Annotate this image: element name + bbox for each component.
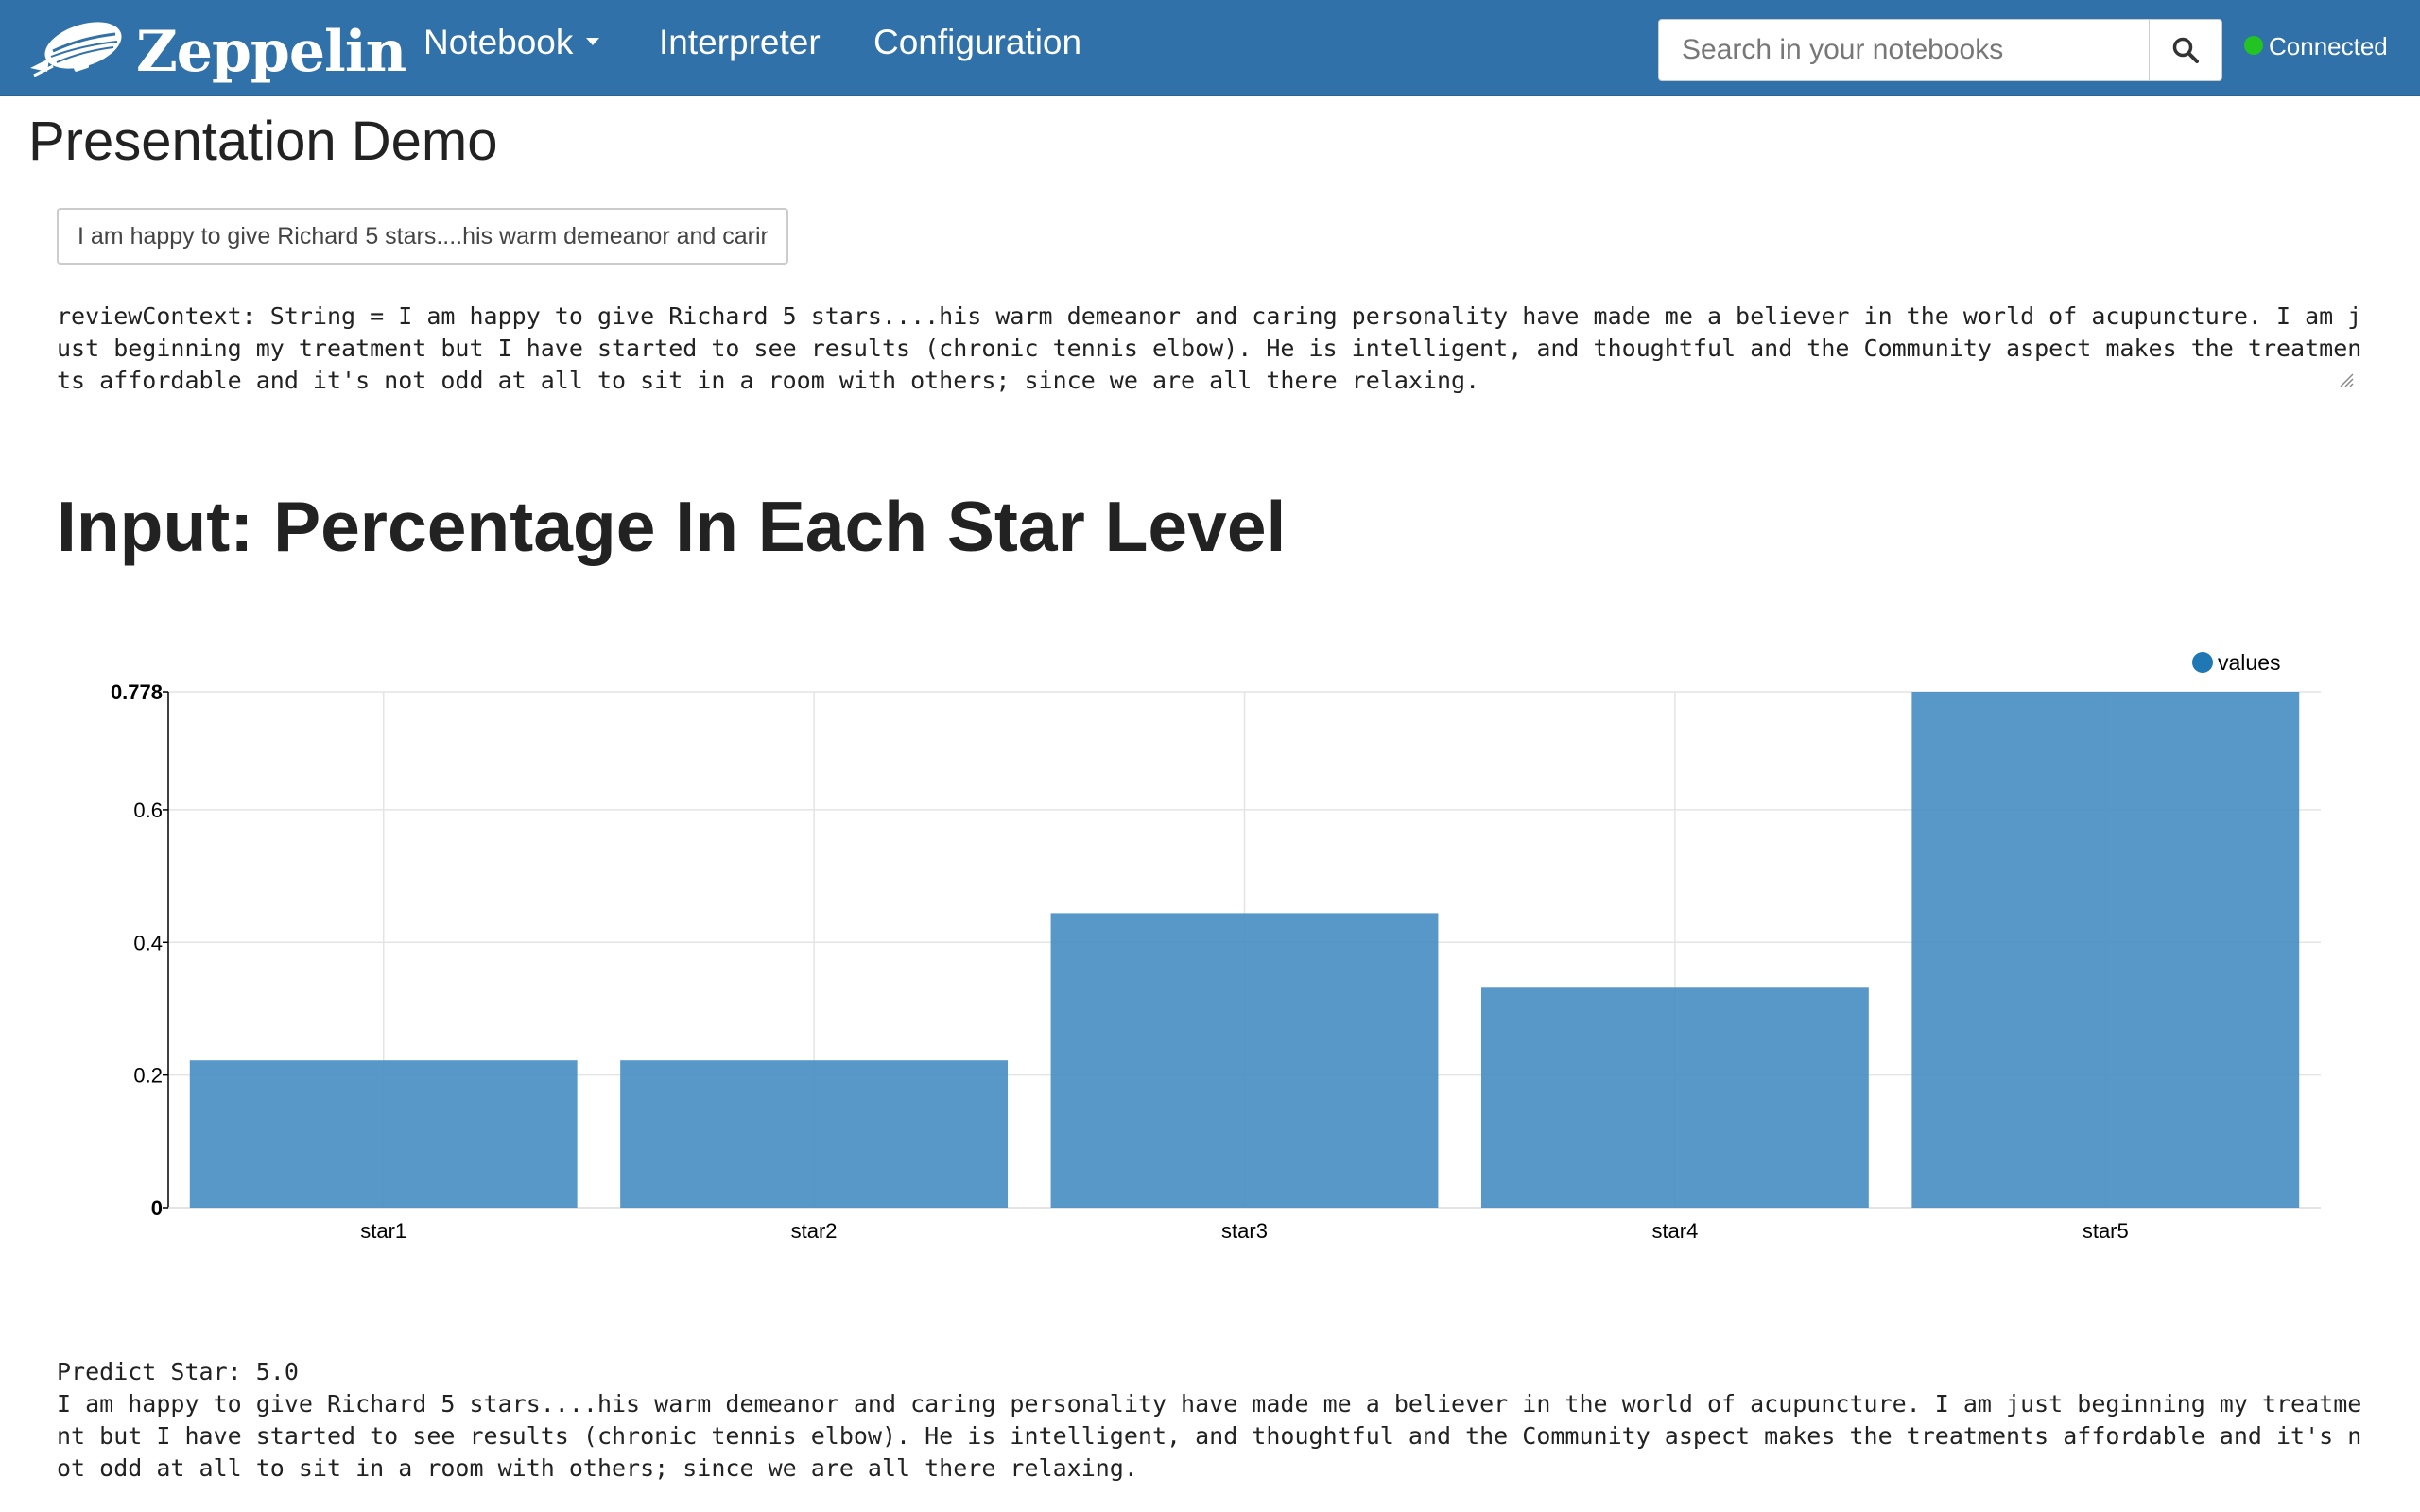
prediction-output: Predict Star: 5.0 bbox=[57, 1358, 299, 1385]
y-tick-label: 0.4 bbox=[133, 931, 163, 954]
search-icon bbox=[2172, 37, 2199, 63]
search-button[interactable] bbox=[2149, 19, 2222, 81]
x-tick-label-star5: star5 bbox=[2083, 1219, 2129, 1243]
x-tick-label-star3: star3 bbox=[1221, 1219, 1268, 1243]
bar-star3[interactable] bbox=[1050, 913, 1439, 1208]
star-percentage-bar-chart: 0 0.2 0.4 0.6 0.778 star1 star2 star3 star4 star5… bbox=[111, 650, 2321, 1243]
y-tick-label: 0.6 bbox=[133, 799, 163, 822]
connection-status: Connected bbox=[2244, 32, 2388, 61]
legend-marker[interactable] bbox=[2192, 652, 2213, 673]
y-tick-label: 0.2 bbox=[133, 1064, 163, 1088]
nav-interpreter-label: Interpreter bbox=[659, 23, 821, 61]
resize-handle-icon[interactable] bbox=[2339, 372, 2354, 387]
bar-star4[interactable] bbox=[1480, 987, 1869, 1208]
x-tick-label-star4: star4 bbox=[1651, 1219, 1698, 1243]
caret-down-icon bbox=[586, 38, 600, 46]
connection-status-label: Connected bbox=[2269, 32, 2388, 60]
paragraph-output-review-context: reviewContext: String = I am happy to gi… bbox=[57, 302, 2362, 394]
nav-configuration-label: Configuration bbox=[873, 23, 1082, 61]
x-tick-label-star2: star2 bbox=[791, 1219, 838, 1243]
status-dot-icon bbox=[2244, 35, 2263, 55]
nav-configuration-link[interactable]: Configuration bbox=[873, 23, 1081, 62]
bar-star5[interactable] bbox=[1911, 692, 2300, 1208]
x-tick-label-star1: star1 bbox=[360, 1219, 406, 1243]
top-navbar: Zeppelin Notebook Interpreter Configurat… bbox=[0, 0, 2420, 96]
y-tick-label: 0.778 bbox=[111, 680, 163, 704]
nav-notebook-label: Notebook bbox=[424, 23, 574, 61]
bar-star2[interactable] bbox=[620, 1060, 1009, 1208]
zeppelin-logo-icon bbox=[30, 22, 122, 77]
notebook-title[interactable]: Presentation Demo bbox=[28, 111, 498, 172]
legend-label[interactable]: values bbox=[2218, 650, 2280, 675]
prediction-review-text: I am happy to give Richard 5 stars....hi… bbox=[57, 1390, 2362, 1482]
nav-notebook-dropdown[interactable]: Notebook bbox=[424, 23, 600, 62]
bar-star1[interactable] bbox=[189, 1060, 578, 1208]
review-context-input[interactable] bbox=[57, 208, 788, 265]
section-heading: Input: Percentage In Each Star Level bbox=[57, 487, 1287, 566]
nav-interpreter-link[interactable]: Interpreter bbox=[659, 23, 821, 62]
search-input[interactable] bbox=[1658, 19, 2150, 81]
brand-name: Zeppelin bbox=[136, 19, 406, 85]
y-tick-label: 0 bbox=[151, 1196, 163, 1220]
